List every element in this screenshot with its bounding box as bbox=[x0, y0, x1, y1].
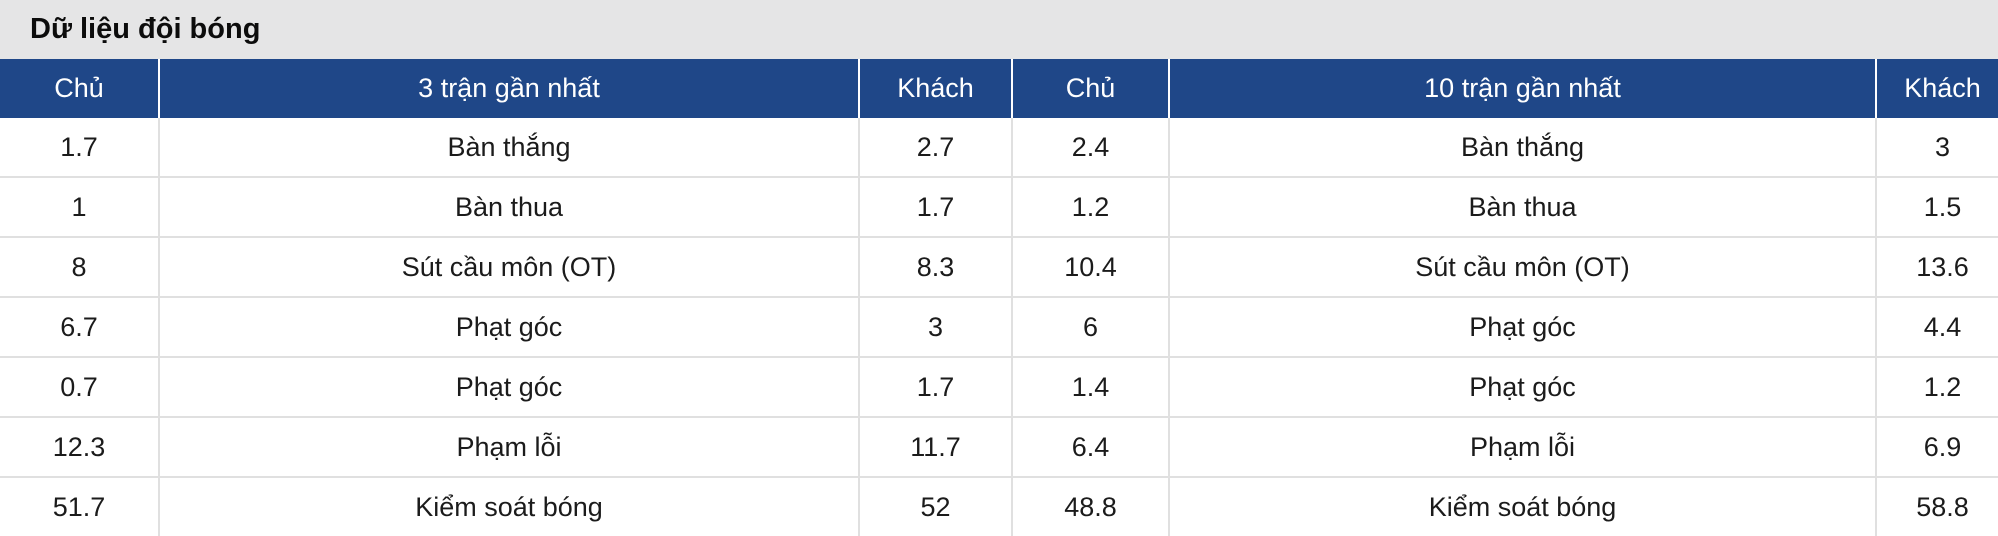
header-last10-label: 10 trận gần nhất bbox=[1168, 59, 1876, 118]
header-last3-label: 3 trận gần nhất bbox=[158, 59, 859, 118]
stat-value-cell: 3 bbox=[858, 296, 1012, 357]
stat-label-cell: Sút cầu môn (OT) bbox=[158, 236, 859, 297]
stat-label-cell: Bàn thắng bbox=[158, 118, 859, 177]
panel-title: Dữ liệu đội bóng bbox=[30, 13, 261, 45]
stat-value-cell: 10.4 bbox=[1011, 236, 1169, 297]
stat-label-cell: Kiểm soát bóng bbox=[1168, 476, 1876, 536]
panel-title-bar: Dữ liệu đội bóng bbox=[0, 0, 1998, 59]
stat-value-cell: 12.3 bbox=[0, 416, 159, 477]
stat-label-cell: Bàn thua bbox=[158, 176, 859, 237]
table-body: 1.7 Bàn thắng 2.7 2.4 Bàn thắng 3 1 Bàn thua 1.7… bbox=[0, 118, 1998, 536]
stat-value-cell: 58.8 bbox=[1875, 476, 1998, 536]
stat-value-cell: 1.2 bbox=[1011, 176, 1169, 237]
table-header-row: Chủ 3 trận gần nhất Khách Chủ 10 trận gần nh… bbox=[0, 59, 1998, 118]
stat-value-cell: 1 bbox=[0, 176, 159, 237]
team-stats-table: Chủ 3 trận gần nhất Khách Chủ 10 trận gần nh… bbox=[0, 59, 1998, 536]
stat-value-cell: 0.7 bbox=[0, 356, 159, 417]
table-row: 1.7 Bàn thắng 2.7 2.4 Bàn thắng 3 bbox=[0, 118, 1998, 177]
stat-value-cell: 1.4 bbox=[1011, 356, 1169, 417]
stat-value-cell: 4.4 bbox=[1875, 296, 1998, 357]
stat-label-cell: Kiểm soát bóng bbox=[158, 476, 859, 536]
stat-label-cell: Phạm lỗi bbox=[158, 416, 859, 477]
stat-value-cell: 6 bbox=[1011, 296, 1169, 357]
header-away-last3: Khách bbox=[858, 59, 1012, 118]
stat-value-cell: 2.4 bbox=[1011, 118, 1169, 177]
stat-value-cell: 1.7 bbox=[0, 118, 159, 177]
stat-label-cell: Phạm lỗi bbox=[1168, 416, 1876, 477]
table-row: 12.3 Phạm lỗi 11.7 6.4 Phạm lỗi 6.9 bbox=[0, 416, 1998, 477]
stat-value-cell: 1.5 bbox=[1875, 176, 1998, 237]
stat-label-cell: Sút cầu môn (OT) bbox=[1168, 236, 1876, 297]
stat-value-cell: 13.6 bbox=[1875, 236, 1998, 297]
stat-value-cell: 1.7 bbox=[858, 356, 1012, 417]
stat-label-cell: Phạt góc bbox=[1168, 356, 1876, 417]
table-row: 1 Bàn thua 1.7 1.2 Bàn thua 1.5 bbox=[0, 176, 1998, 237]
stat-value-cell: 11.7 bbox=[858, 416, 1012, 477]
stat-value-cell: 8.3 bbox=[858, 236, 1012, 297]
stat-value-cell: 3 bbox=[1875, 118, 1998, 177]
stat-value-cell: 1.7 bbox=[858, 176, 1012, 237]
stat-value-cell: 6.7 bbox=[0, 296, 159, 357]
table-row: 51.7 Kiểm soát bóng 52 48.8 Kiểm soát bóng 58… bbox=[0, 476, 1998, 536]
stat-value-cell: 48.8 bbox=[1011, 476, 1169, 536]
stat-value-cell: 51.7 bbox=[0, 476, 159, 536]
stat-value-cell: 1.2 bbox=[1875, 356, 1998, 417]
table-row: 8 Sút cầu môn (OT) 8.3 10.4 Sút cầu môn (OT)… bbox=[0, 236, 1998, 297]
stat-value-cell: 52 bbox=[858, 476, 1012, 536]
stat-label-cell: Phạt góc bbox=[158, 296, 859, 357]
header-away-last10: Khách bbox=[1875, 59, 1998, 118]
header-home-last10: Chủ bbox=[1011, 59, 1169, 118]
stat-value-cell: 6.4 bbox=[1011, 416, 1169, 477]
header-home-last3: Chủ bbox=[0, 59, 159, 118]
stat-label-cell: Phạt góc bbox=[1168, 296, 1876, 357]
stat-label-cell: Bàn thắng bbox=[1168, 118, 1876, 177]
stat-label-cell: Bàn thua bbox=[1168, 176, 1876, 237]
stat-value-cell: 2.7 bbox=[858, 118, 1012, 177]
stat-value-cell: 8 bbox=[0, 236, 159, 297]
stat-label-cell: Phạt góc bbox=[158, 356, 859, 417]
stat-value-cell: 6.9 bbox=[1875, 416, 1998, 477]
table-row: 6.7 Phạt góc 3 6 Phạt góc 4.4 bbox=[0, 296, 1998, 357]
table-row: 0.7 Phạt góc 1.7 1.4 Phạt góc 1.2 bbox=[0, 356, 1998, 417]
